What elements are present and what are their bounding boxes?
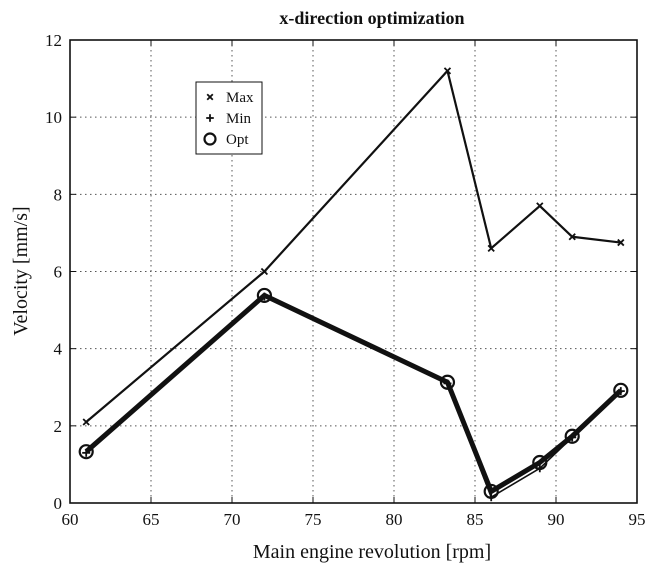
point-opt xyxy=(532,454,548,471)
point-max xyxy=(487,244,495,252)
legend-label-opt: Opt xyxy=(226,132,249,148)
legend: Max Min Opt xyxy=(195,81,263,155)
y-tick-label: 12 xyxy=(45,31,62,50)
point-opt xyxy=(613,382,629,398)
x-tick-label: 60 xyxy=(62,510,79,529)
y-tick-label: 10 xyxy=(45,108,62,127)
chart-title: x-direction optimization xyxy=(279,8,464,28)
point-opt xyxy=(78,444,94,460)
y-tick-label: 0 xyxy=(54,494,63,513)
point-max xyxy=(82,418,90,426)
point-opt xyxy=(439,374,456,390)
point-max xyxy=(536,202,544,210)
legend-label-max: Max xyxy=(226,90,254,106)
point-opt xyxy=(256,287,272,304)
plot-frame xyxy=(69,39,638,504)
x-tick-label: 70 xyxy=(224,510,241,529)
legend-marker-max xyxy=(206,93,214,101)
point-max xyxy=(617,238,625,247)
point-opt xyxy=(483,483,499,500)
x-tick-label: 85 xyxy=(467,510,484,529)
series-line-max xyxy=(85,69,621,423)
y-axis-label: Velocity [mm/s] xyxy=(10,206,32,335)
legend-marker-min xyxy=(206,114,214,122)
y-tick-label: 8 xyxy=(54,185,63,204)
point-max xyxy=(260,267,269,276)
grid xyxy=(70,40,637,503)
y-tick-label: 2 xyxy=(54,417,63,436)
legend-box xyxy=(195,81,263,155)
x-axis-label: Main engine revolution [rpm] xyxy=(253,541,491,563)
y-tick-label: 4 xyxy=(54,340,63,359)
point-max xyxy=(568,233,576,241)
series-line-opt xyxy=(84,292,623,494)
legend-label-min: Min xyxy=(226,111,252,127)
x-tick-label: 95 xyxy=(629,510,646,529)
legend-marker-opt xyxy=(203,132,217,146)
y-tick-label: 6 xyxy=(54,263,63,282)
axis-ticks: 60 65 70 75 80 85 90 95 0 2 4 6 8 10 12 xyxy=(45,31,646,529)
point-max xyxy=(443,67,452,75)
x-tick-label: 75 xyxy=(305,510,322,529)
point-opt xyxy=(564,428,580,444)
x-tick-label: 65 xyxy=(143,510,160,529)
series-layer xyxy=(78,67,629,502)
x-tick-label: 80 xyxy=(386,510,403,529)
x-tick-label: 90 xyxy=(548,510,565,529)
